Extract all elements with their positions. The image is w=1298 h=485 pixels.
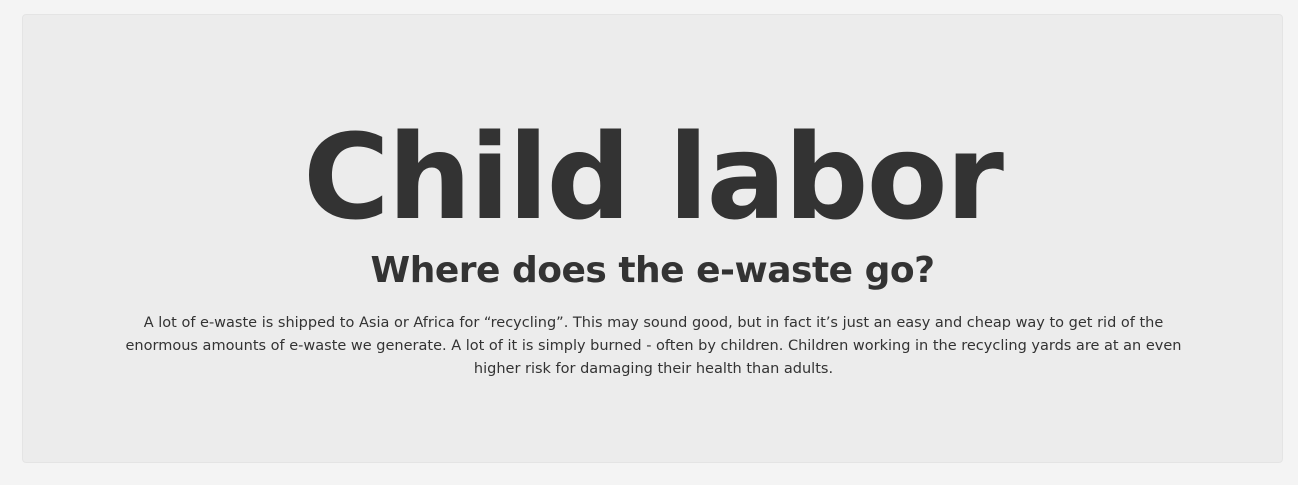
section-subtitle: Where does the e-waste go? (370, 250, 935, 291)
section-body-text: A lot of e-waste is shipped to Asia or A… (125, 315, 1182, 377)
section-title: Child labor (303, 108, 1004, 246)
content-card: Child labor Where does the e-waste go? A… (22, 14, 1283, 463)
